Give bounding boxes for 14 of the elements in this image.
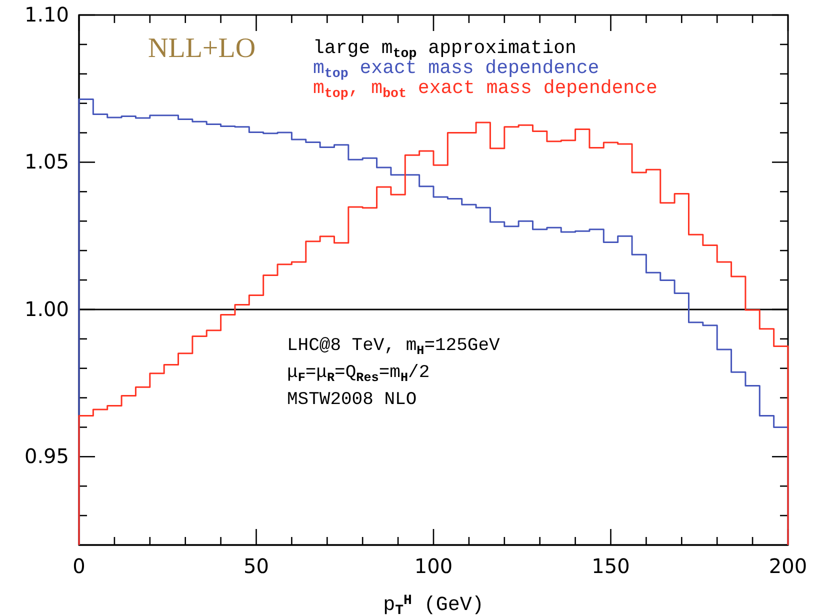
x-tick-label: 50: [244, 554, 269, 578]
y-tick-label: 1.00: [24, 296, 69, 321]
annotation: NLL+LO: [148, 33, 256, 64]
y-tick-label: 1.05: [24, 150, 69, 174]
annotation: LHC@8 TeV, m$_{H}$=125GeV: [287, 336, 500, 358]
x-tick-label: 200: [768, 554, 808, 578]
y-tick-label: 1.10: [24, 2, 69, 26]
text: μ$_{F}$=μ$_{R}$=Q$_{Res}$=m$_{H}$/2: [287, 363, 430, 385]
x-tick-label: 150: [592, 554, 630, 578]
y-tick-label: 0.95: [24, 444, 69, 468]
x-tick-label: 100: [414, 554, 453, 578]
x-axis-title: p$_{T}$$^{H}$ (GeV): [383, 593, 484, 615]
x-tick-label: 0: [72, 554, 86, 578]
annotation: MSTW2008 NLO: [287, 390, 417, 410]
